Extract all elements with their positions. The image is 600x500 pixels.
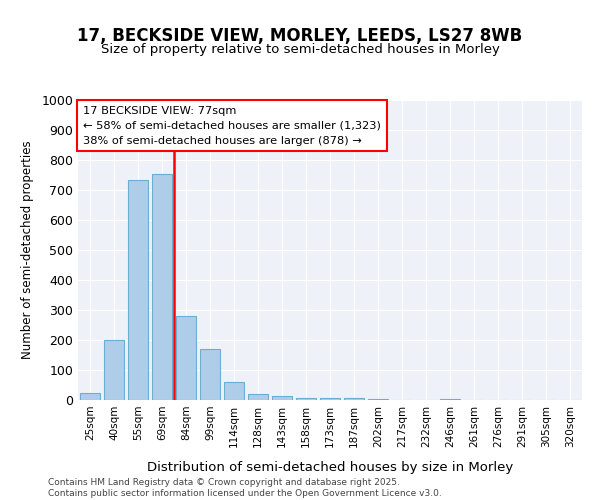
Y-axis label: Number of semi-detached properties: Number of semi-detached properties xyxy=(22,140,34,360)
Text: Size of property relative to semi-detached houses in Morley: Size of property relative to semi-detach… xyxy=(101,44,499,57)
Bar xyxy=(296,398,316,400)
Bar xyxy=(344,398,364,400)
Bar xyxy=(368,398,388,400)
Bar xyxy=(152,174,172,400)
Bar xyxy=(224,382,244,400)
Bar xyxy=(176,316,196,400)
X-axis label: Distribution of semi-detached houses by size in Morley: Distribution of semi-detached houses by … xyxy=(147,461,513,474)
Bar xyxy=(440,399,460,400)
Bar xyxy=(104,340,124,400)
Bar xyxy=(272,396,292,400)
Text: 17, BECKSIDE VIEW, MORLEY, LEEDS, LS27 8WB: 17, BECKSIDE VIEW, MORLEY, LEEDS, LS27 8… xyxy=(77,28,523,46)
Text: Contains HM Land Registry data © Crown copyright and database right 2025.
Contai: Contains HM Land Registry data © Crown c… xyxy=(48,478,442,498)
Bar xyxy=(320,398,340,400)
Bar xyxy=(80,392,100,400)
Bar xyxy=(248,394,268,400)
Bar xyxy=(128,180,148,400)
Text: 17 BECKSIDE VIEW: 77sqm
← 58% of semi-detached houses are smaller (1,323)
38% of: 17 BECKSIDE VIEW: 77sqm ← 58% of semi-de… xyxy=(83,106,381,146)
Bar xyxy=(200,349,220,400)
